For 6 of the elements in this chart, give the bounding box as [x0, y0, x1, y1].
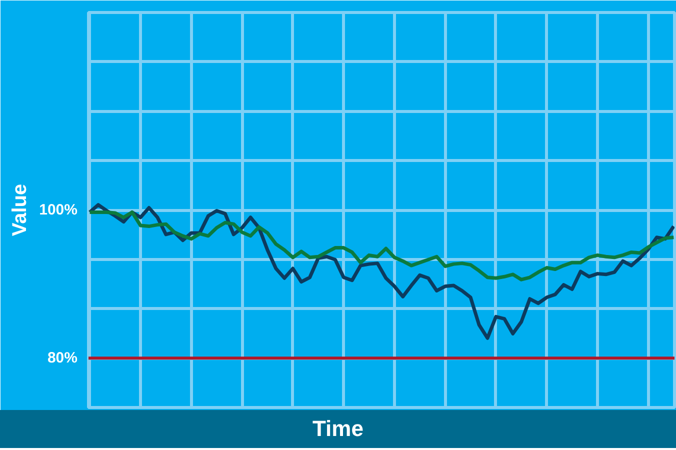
y-tick-label: 100% [39, 202, 78, 218]
line-series [88, 210, 674, 282]
y-axis-title: Value [9, 184, 32, 236]
y-tick-label: 80% [47, 350, 78, 367]
x-axis-title: Time [312, 415, 364, 443]
line-series [88, 203, 674, 340]
